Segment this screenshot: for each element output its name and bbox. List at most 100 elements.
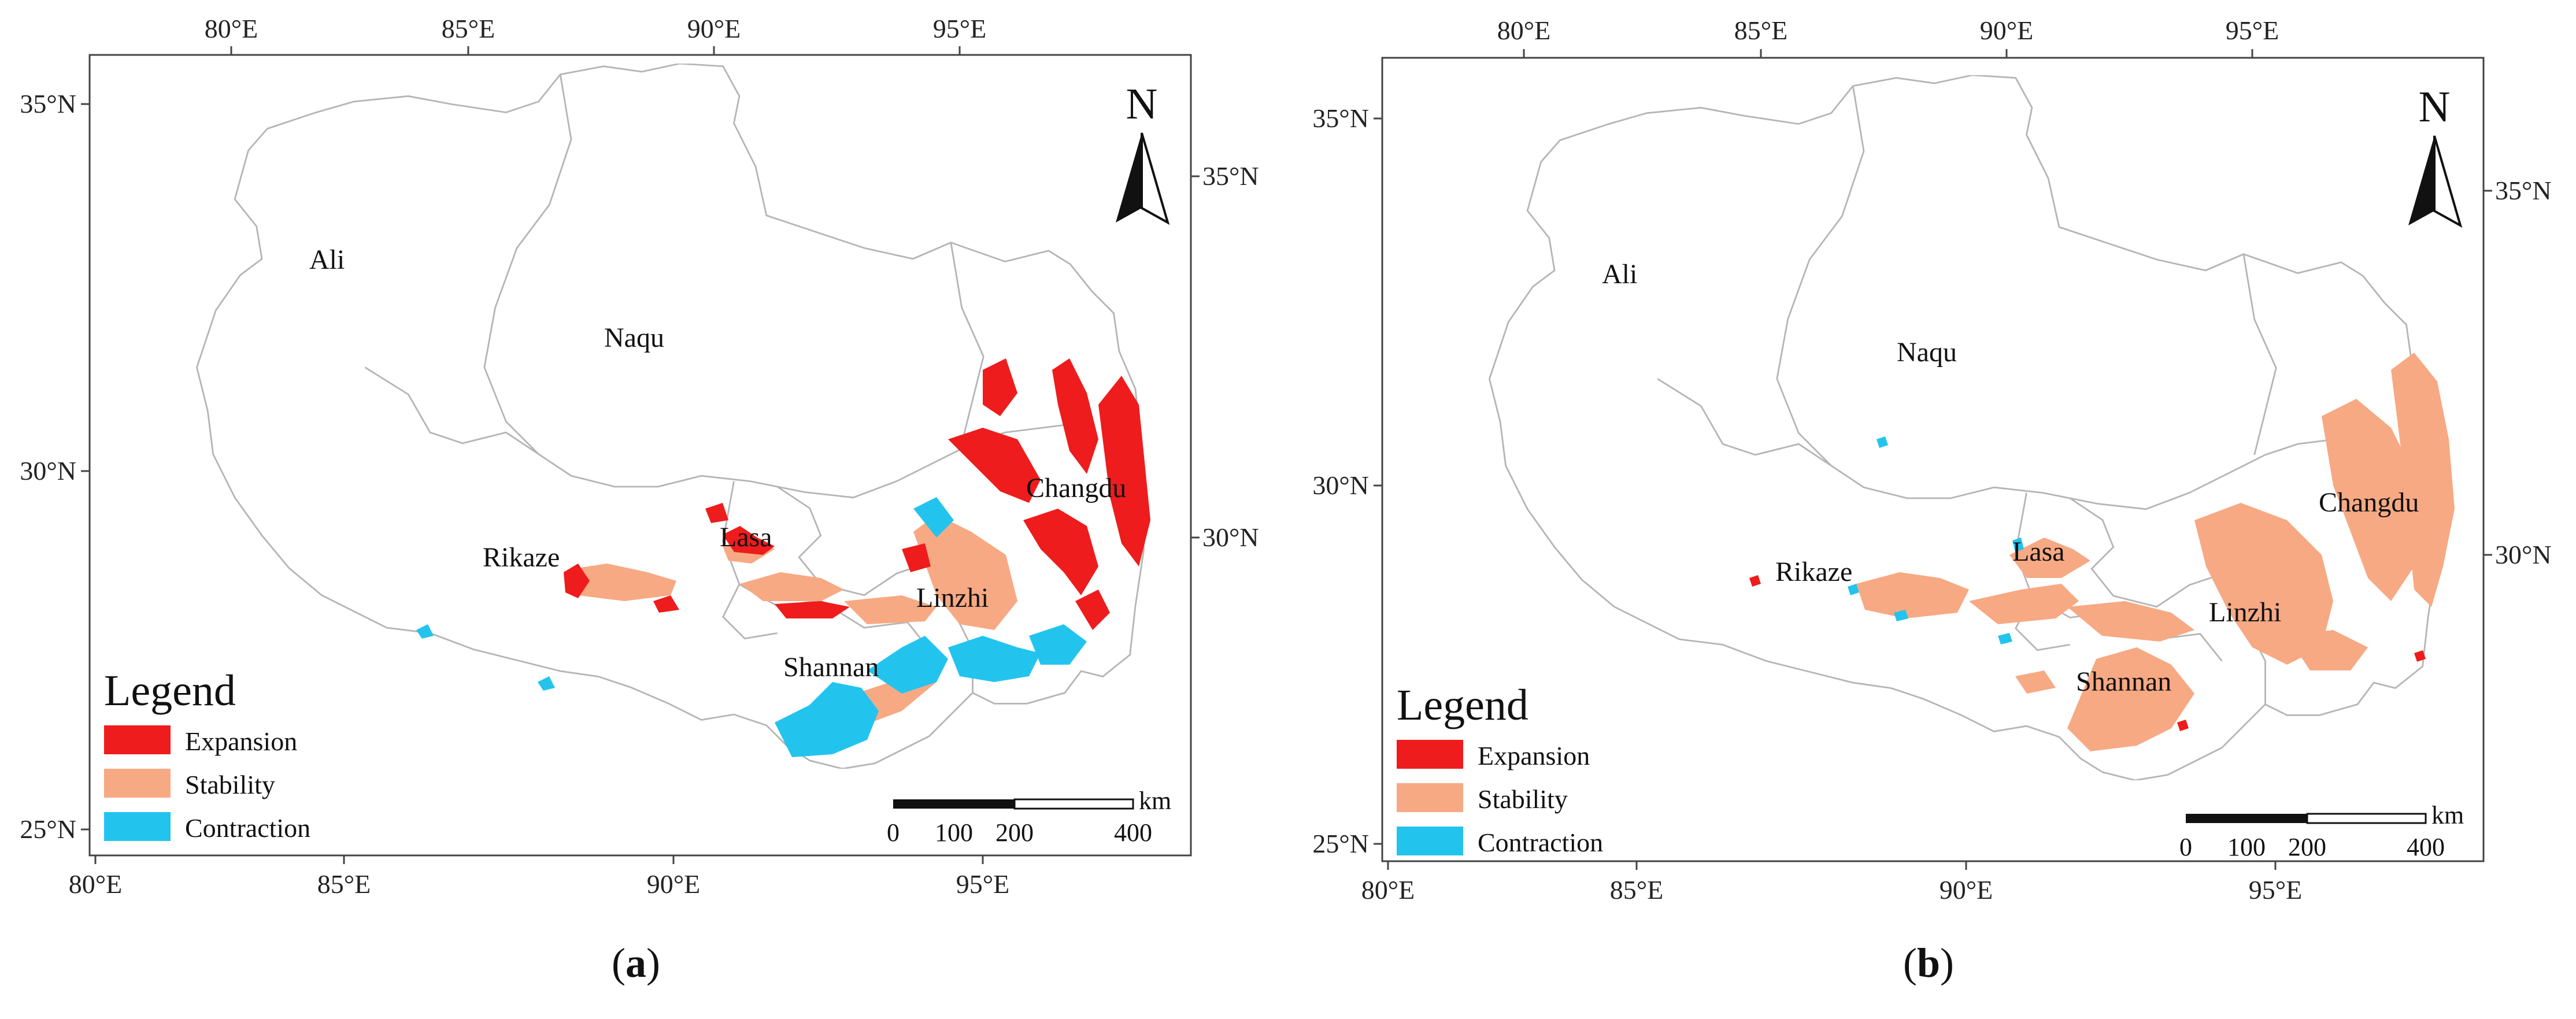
map-b-svg: 80°E 85°E 90°E 95°E 80°E 85°E 90°E 95°E … (1312, 16, 2552, 905)
expansion-patches (564, 358, 1150, 630)
scale-label: 200 (2288, 833, 2326, 861)
region-label-ali: Ali (1602, 259, 1637, 290)
legend-title: Legend (1397, 681, 1528, 729)
region-label-shannan: Shannan (2076, 666, 2171, 697)
north-arrow-left-half (1116, 133, 1142, 223)
region-label-shannan: Shannan (783, 652, 879, 683)
left-tick-label: 30°N (1312, 470, 1369, 500)
scale-label: 400 (1114, 818, 1152, 847)
bottom-tick-labels: 80°E 85°E 90°E 95°E (1361, 875, 2303, 905)
bottom-tick-label: 95°E (956, 869, 1010, 899)
legend: Legend Expansion Stability Contraction (1397, 681, 1603, 857)
north-arrow: N (1116, 80, 1170, 225)
top-tick-label: 85°E (1734, 16, 1788, 45)
map-a-svg: 80°E 85°E 90°E 95°E 80°E 85°E 90°E 95°E … (20, 14, 1259, 899)
legend-swatch-stability (1397, 783, 1463, 812)
legend-swatch-contraction (1397, 827, 1463, 855)
top-tick-label: 90°E (687, 14, 741, 43)
right-tick-label: 30°N (2495, 540, 2552, 569)
top-tick-label: 95°E (2226, 16, 2279, 45)
stability-patches (569, 514, 1017, 728)
scale-label: 100 (935, 818, 973, 847)
top-tick-label: 90°E (1980, 16, 2034, 45)
map-frame (88, 54, 1192, 857)
region-label-naqu: Naqu (1897, 337, 1957, 368)
distribution-layer (1749, 353, 2455, 751)
caption-open-paren: ( (612, 940, 626, 986)
region-label-lasa: Lasa (720, 522, 772, 553)
left-tick-labels: 35°N 30°N 25°N (1312, 103, 1369, 858)
contraction-patches (1848, 436, 2024, 644)
top-tick-label: 95°E (933, 14, 987, 43)
legend-label-expansion: Expansion (1478, 741, 1590, 770)
scale-bar-white-segment (1013, 798, 1134, 810)
expansion-patches (1749, 575, 2426, 731)
top-tick-label: 80°E (1497, 16, 1551, 45)
region-labels: Ali Naqu Changdu Rikaze Lasa Linzhi Shan… (309, 244, 1126, 683)
right-tick-labels: 35°N 30°N (1202, 161, 1259, 552)
map-panel-b: 80°E 85°E 90°E 95°E 80°E 85°E 90°E 95°E … (1293, 0, 2564, 936)
left-tick-label: 25°N (20, 814, 76, 844)
region-boundaries (1488, 75, 2440, 780)
region-label-naqu: Naqu (604, 323, 664, 353)
bottom-tick-label: 80°E (1361, 875, 1415, 905)
bottom-tick-label: 90°E (647, 869, 701, 899)
caption-close-paren: ) (1940, 940, 1954, 986)
north-letter: N (1126, 80, 1158, 128)
distribution-layer (416, 358, 1150, 757)
region-label-linzhi: Linzhi (2209, 597, 2281, 628)
legend-swatch-stability (104, 769, 171, 798)
legend-label-stability: Stability (1478, 784, 1568, 814)
region-label-lasa: Lasa (2012, 536, 2065, 567)
bottom-tick-label: 95°E (2249, 875, 2303, 905)
legend-swatch-expansion (1397, 740, 1463, 769)
region-label-rikaze: Rikaze (1775, 557, 1852, 587)
caption-close-paren: ) (646, 940, 660, 986)
stability-patches (1856, 353, 2455, 751)
right-tick-labels: 35°N 30°N (2495, 176, 2552, 569)
map-panel-a: 80°E 85°E 90°E 95°E 80°E 85°E 90°E 95°E … (0, 0, 1272, 936)
region-labels: Ali Naqu Changdu Rikaze Lasa Linzhi Shan… (1602, 259, 2419, 697)
caption-b: (b) (1871, 939, 1986, 987)
region-label-ali: Ali (309, 244, 345, 275)
scale-label: 200 (995, 818, 1034, 847)
caption-letter: a (626, 940, 646, 986)
scale-label: 0 (887, 818, 900, 847)
bottom-tick-label: 90°E (1940, 875, 1993, 905)
caption-letter: b (1916, 940, 1941, 986)
scale-bar: km 0 100 200 400 (2179, 801, 2464, 861)
tick-marks (81, 46, 1200, 864)
left-tick-label: 35°N (1312, 103, 1369, 133)
legend-label-contraction: Contraction (1478, 828, 1603, 857)
right-tick-label: 35°N (1202, 161, 1259, 191)
north-arrow: N (2408, 83, 2463, 228)
north-arrow-right-half (2433, 135, 2463, 228)
right-tick-label: 30°N (1202, 523, 1259, 552)
scale-bar-black-segment (893, 799, 1015, 809)
top-tick-label: 80°E (205, 14, 258, 43)
region-label-linzhi: Linzhi (916, 583, 989, 613)
legend-swatch-expansion (104, 725, 171, 754)
left-tick-label: 25°N (1312, 829, 1369, 858)
caption-a: (a) (578, 939, 694, 987)
region-label-changdu: Changdu (2319, 487, 2419, 518)
left-tick-label: 30°N (20, 456, 76, 486)
top-tick-labels: 80°E 85°E 90°E 95°E (1497, 16, 2279, 45)
scale-label: 100 (2227, 833, 2266, 861)
north-letter: N (2419, 83, 2451, 131)
top-tick-labels: 80°E 85°E 90°E 95°E (205, 14, 987, 43)
north-arrow-right-half (1141, 132, 1170, 225)
scale-label: 0 (2179, 833, 2192, 861)
bottom-tick-labels: 80°E 85°E 90°E 95°E (69, 869, 1010, 899)
map-frame (1381, 57, 2485, 862)
legend-label-contraction: Contraction (185, 813, 310, 843)
bottom-tick-label: 80°E (69, 869, 123, 899)
scale-bar: km 0 100 200 400 (887, 787, 1171, 847)
tick-marks (1374, 49, 2492, 870)
scale-bar-white-segment (2306, 813, 2427, 824)
left-tick-label: 35°N (20, 89, 76, 118)
scale-unit: km (1139, 787, 1171, 815)
legend-label-stability: Stability (185, 770, 275, 799)
legend-swatch-contraction (104, 812, 171, 841)
legend-label-expansion: Expansion (185, 727, 297, 756)
